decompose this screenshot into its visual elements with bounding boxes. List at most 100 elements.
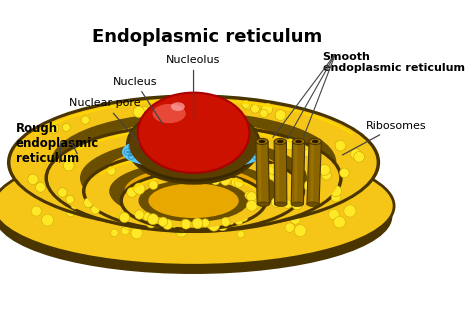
Circle shape	[224, 160, 230, 166]
Circle shape	[277, 179, 285, 187]
Circle shape	[62, 123, 70, 131]
Circle shape	[228, 154, 238, 165]
Circle shape	[253, 153, 259, 159]
Circle shape	[241, 157, 247, 163]
Circle shape	[204, 159, 216, 171]
Circle shape	[247, 136, 257, 145]
Circle shape	[291, 214, 300, 224]
Ellipse shape	[129, 108, 258, 179]
Circle shape	[326, 174, 337, 185]
Circle shape	[129, 135, 137, 144]
Circle shape	[91, 205, 100, 214]
Ellipse shape	[76, 121, 310, 204]
Circle shape	[58, 188, 67, 197]
Ellipse shape	[123, 174, 264, 228]
Circle shape	[204, 217, 213, 226]
Ellipse shape	[100, 145, 287, 211]
Circle shape	[178, 216, 187, 226]
Circle shape	[182, 182, 191, 191]
Circle shape	[87, 166, 97, 175]
Text: Rough
endoplasmic
reticulum: Rough endoplasmic reticulum	[16, 122, 99, 165]
Circle shape	[271, 160, 280, 168]
Circle shape	[206, 220, 215, 229]
Circle shape	[267, 167, 277, 177]
Circle shape	[242, 100, 250, 108]
Circle shape	[107, 166, 116, 175]
Ellipse shape	[7, 94, 380, 230]
Circle shape	[158, 217, 168, 226]
Circle shape	[190, 219, 198, 228]
Circle shape	[71, 200, 79, 209]
Circle shape	[237, 155, 247, 165]
Circle shape	[179, 162, 185, 168]
Circle shape	[181, 219, 189, 227]
Circle shape	[202, 162, 208, 168]
Circle shape	[181, 219, 191, 229]
Circle shape	[253, 145, 259, 150]
Ellipse shape	[291, 202, 303, 206]
Ellipse shape	[85, 153, 301, 230]
Ellipse shape	[171, 102, 185, 111]
Circle shape	[328, 209, 339, 220]
Ellipse shape	[274, 202, 287, 206]
Circle shape	[334, 216, 345, 228]
Circle shape	[195, 210, 205, 220]
Circle shape	[124, 149, 130, 155]
Ellipse shape	[109, 161, 278, 221]
Circle shape	[309, 161, 319, 171]
Circle shape	[80, 198, 88, 207]
Circle shape	[276, 181, 283, 189]
Text: Nucleolus: Nucleolus	[166, 55, 221, 118]
Circle shape	[147, 191, 157, 201]
Circle shape	[182, 126, 191, 134]
Circle shape	[122, 218, 134, 229]
Ellipse shape	[256, 138, 268, 145]
Circle shape	[134, 183, 145, 194]
Circle shape	[198, 216, 207, 225]
Circle shape	[268, 170, 278, 180]
Circle shape	[81, 116, 90, 124]
Ellipse shape	[48, 127, 339, 230]
Circle shape	[244, 208, 253, 216]
Circle shape	[140, 157, 146, 163]
Ellipse shape	[45, 123, 343, 233]
Ellipse shape	[0, 159, 392, 274]
Circle shape	[240, 188, 251, 199]
Polygon shape	[256, 142, 269, 204]
Circle shape	[275, 110, 286, 120]
Text: Endoplasmic reticulum: Endoplasmic reticulum	[91, 28, 322, 46]
Circle shape	[131, 227, 143, 239]
Circle shape	[157, 138, 164, 144]
Circle shape	[154, 132, 164, 142]
Circle shape	[294, 225, 306, 237]
Circle shape	[267, 164, 278, 174]
Circle shape	[270, 205, 281, 215]
Circle shape	[243, 102, 251, 110]
Circle shape	[217, 220, 228, 231]
Circle shape	[241, 141, 247, 147]
Circle shape	[339, 168, 349, 178]
Circle shape	[146, 218, 156, 228]
Ellipse shape	[307, 202, 319, 206]
Circle shape	[304, 149, 312, 157]
Ellipse shape	[51, 112, 337, 213]
Circle shape	[209, 220, 219, 231]
Circle shape	[175, 217, 185, 227]
Circle shape	[245, 191, 253, 199]
Circle shape	[162, 219, 173, 229]
Circle shape	[195, 216, 203, 225]
Circle shape	[129, 211, 137, 219]
Circle shape	[175, 225, 187, 237]
Circle shape	[66, 195, 74, 204]
Circle shape	[168, 216, 179, 227]
Ellipse shape	[274, 138, 286, 145]
Circle shape	[296, 174, 304, 182]
Circle shape	[354, 151, 365, 162]
Circle shape	[164, 188, 175, 199]
Circle shape	[162, 217, 171, 226]
Circle shape	[118, 205, 127, 215]
Polygon shape	[291, 142, 305, 204]
Circle shape	[303, 192, 314, 203]
Circle shape	[262, 103, 273, 114]
Circle shape	[331, 192, 341, 202]
